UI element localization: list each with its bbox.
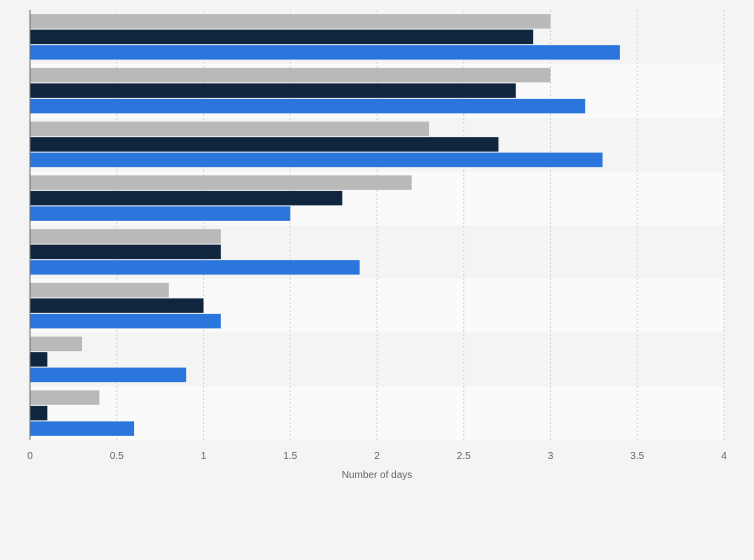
x-tick-label: 2: [374, 451, 380, 462]
bar[interactable]: [30, 298, 204, 313]
x-axis-ticks: 0 0.5 1 1.5 2 2.5 3 3.5 4: [27, 451, 727, 462]
x-tick-label: 0: [27, 451, 33, 462]
bars: [30, 14, 620, 436]
x-tick-label: 1: [201, 451, 207, 462]
bar[interactable]: [30, 390, 100, 405]
bar[interactable]: [30, 336, 83, 352]
bar[interactable]: [30, 98, 586, 114]
bar[interactable]: [30, 175, 412, 190]
bar[interactable]: [30, 83, 516, 98]
bar[interactable]: [30, 14, 551, 29]
bar[interactable]: [30, 29, 534, 45]
bar[interactable]: [30, 367, 187, 383]
x-tick-label: 2.5: [457, 451, 471, 462]
x-tick-label: 4: [721, 451, 727, 462]
bar[interactable]: [30, 206, 291, 221]
bar[interactable]: [30, 121, 430, 137]
bar[interactable]: [30, 229, 221, 244]
x-tick-label: 3: [548, 451, 554, 462]
bar[interactable]: [30, 313, 221, 329]
bar[interactable]: [30, 67, 551, 83]
x-axis-title: Number of days: [342, 470, 413, 481]
x-tick-label: 0.5: [110, 451, 124, 462]
bar[interactable]: [30, 244, 221, 260]
bar[interactable]: [30, 405, 48, 421]
bar[interactable]: [30, 282, 169, 298]
bar[interactable]: [30, 137, 499, 152]
bar[interactable]: [30, 190, 343, 206]
bar[interactable]: [30, 152, 603, 168]
x-tick-label: 1.5: [283, 451, 297, 462]
bar[interactable]: [30, 421, 135, 436]
bar[interactable]: [30, 352, 48, 367]
bar[interactable]: [30, 260, 360, 275]
x-tick-label: 3.5: [630, 451, 644, 462]
bar[interactable]: [30, 45, 620, 60]
